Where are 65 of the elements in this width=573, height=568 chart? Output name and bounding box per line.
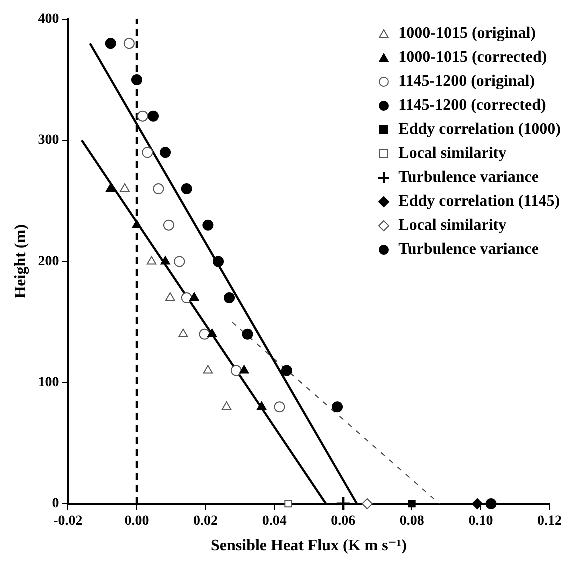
y-tick-label: 400	[38, 12, 60, 28]
point	[178, 328, 188, 338]
point	[106, 184, 116, 192]
point	[332, 402, 344, 413]
point	[166, 292, 176, 302]
point	[160, 147, 172, 158]
legend-label: Local similarity	[398, 216, 507, 236]
point	[132, 220, 142, 228]
legend-label: Local similarity	[398, 144, 507, 164]
x-tick-label: 0.04	[262, 514, 287, 530]
x-tick-label: 0.06	[331, 514, 356, 530]
point	[202, 220, 214, 231]
point	[242, 328, 254, 340]
x-tick-label: 0.12	[538, 514, 562, 530]
point	[239, 365, 250, 374]
point	[174, 256, 186, 268]
point	[224, 292, 236, 304]
legend-label: Eddy correlation (1145)	[398, 192, 560, 212]
legend-label: Turbulence variance	[398, 168, 539, 188]
legend-label: Turbulence variance	[398, 240, 539, 260]
point	[190, 292, 200, 302]
point	[203, 365, 214, 374]
legend-label: 1145-1200 (corrected)	[398, 96, 546, 116]
point	[120, 184, 130, 192]
point	[408, 500, 416, 508]
point	[163, 220, 174, 231]
x-tick-label: 0.02	[194, 514, 218, 530]
point	[181, 184, 192, 195]
point	[148, 110, 160, 122]
y-tick-label: 200	[38, 254, 60, 270]
point	[124, 38, 135, 50]
point	[142, 147, 154, 158]
point	[284, 500, 292, 508]
point	[181, 292, 192, 304]
point	[472, 498, 484, 510]
x-tick-label: 0.08	[400, 514, 424, 530]
y-axis-title: Height (m)	[12, 224, 30, 299]
legend-label: 1000-1015 (original)	[398, 24, 536, 44]
legend-label: 1000-1015 (corrected)	[398, 48, 548, 68]
point	[222, 402, 232, 410]
point	[207, 328, 218, 338]
point	[160, 256, 170, 265]
x-tick-label: -0.02	[54, 514, 83, 530]
point	[153, 184, 164, 195]
point	[131, 74, 142, 86]
y-tick-label: 0	[52, 496, 60, 512]
point	[362, 498, 373, 510]
point	[105, 38, 116, 50]
y-tick-label: 100	[38, 375, 60, 390]
legend-label: Eddy correlation (1000)	[398, 120, 561, 140]
x-axis-title: Sensible Heat Flux (K m s⁻¹)	[211, 538, 407, 555]
point	[137, 110, 148, 122]
x-tick-label: 0.00	[124, 514, 150, 530]
point	[146, 256, 157, 265]
x-tick-label: 0.10	[468, 514, 494, 530]
point	[281, 365, 292, 376]
y-tick-label: 300	[38, 133, 60, 148]
legend-label: 1145-1200 (original)	[398, 72, 536, 92]
point	[274, 402, 286, 413]
point	[199, 328, 210, 340]
point	[486, 498, 497, 510]
point	[213, 256, 224, 268]
point	[336, 498, 350, 510]
point	[230, 365, 242, 376]
point	[257, 402, 267, 410]
